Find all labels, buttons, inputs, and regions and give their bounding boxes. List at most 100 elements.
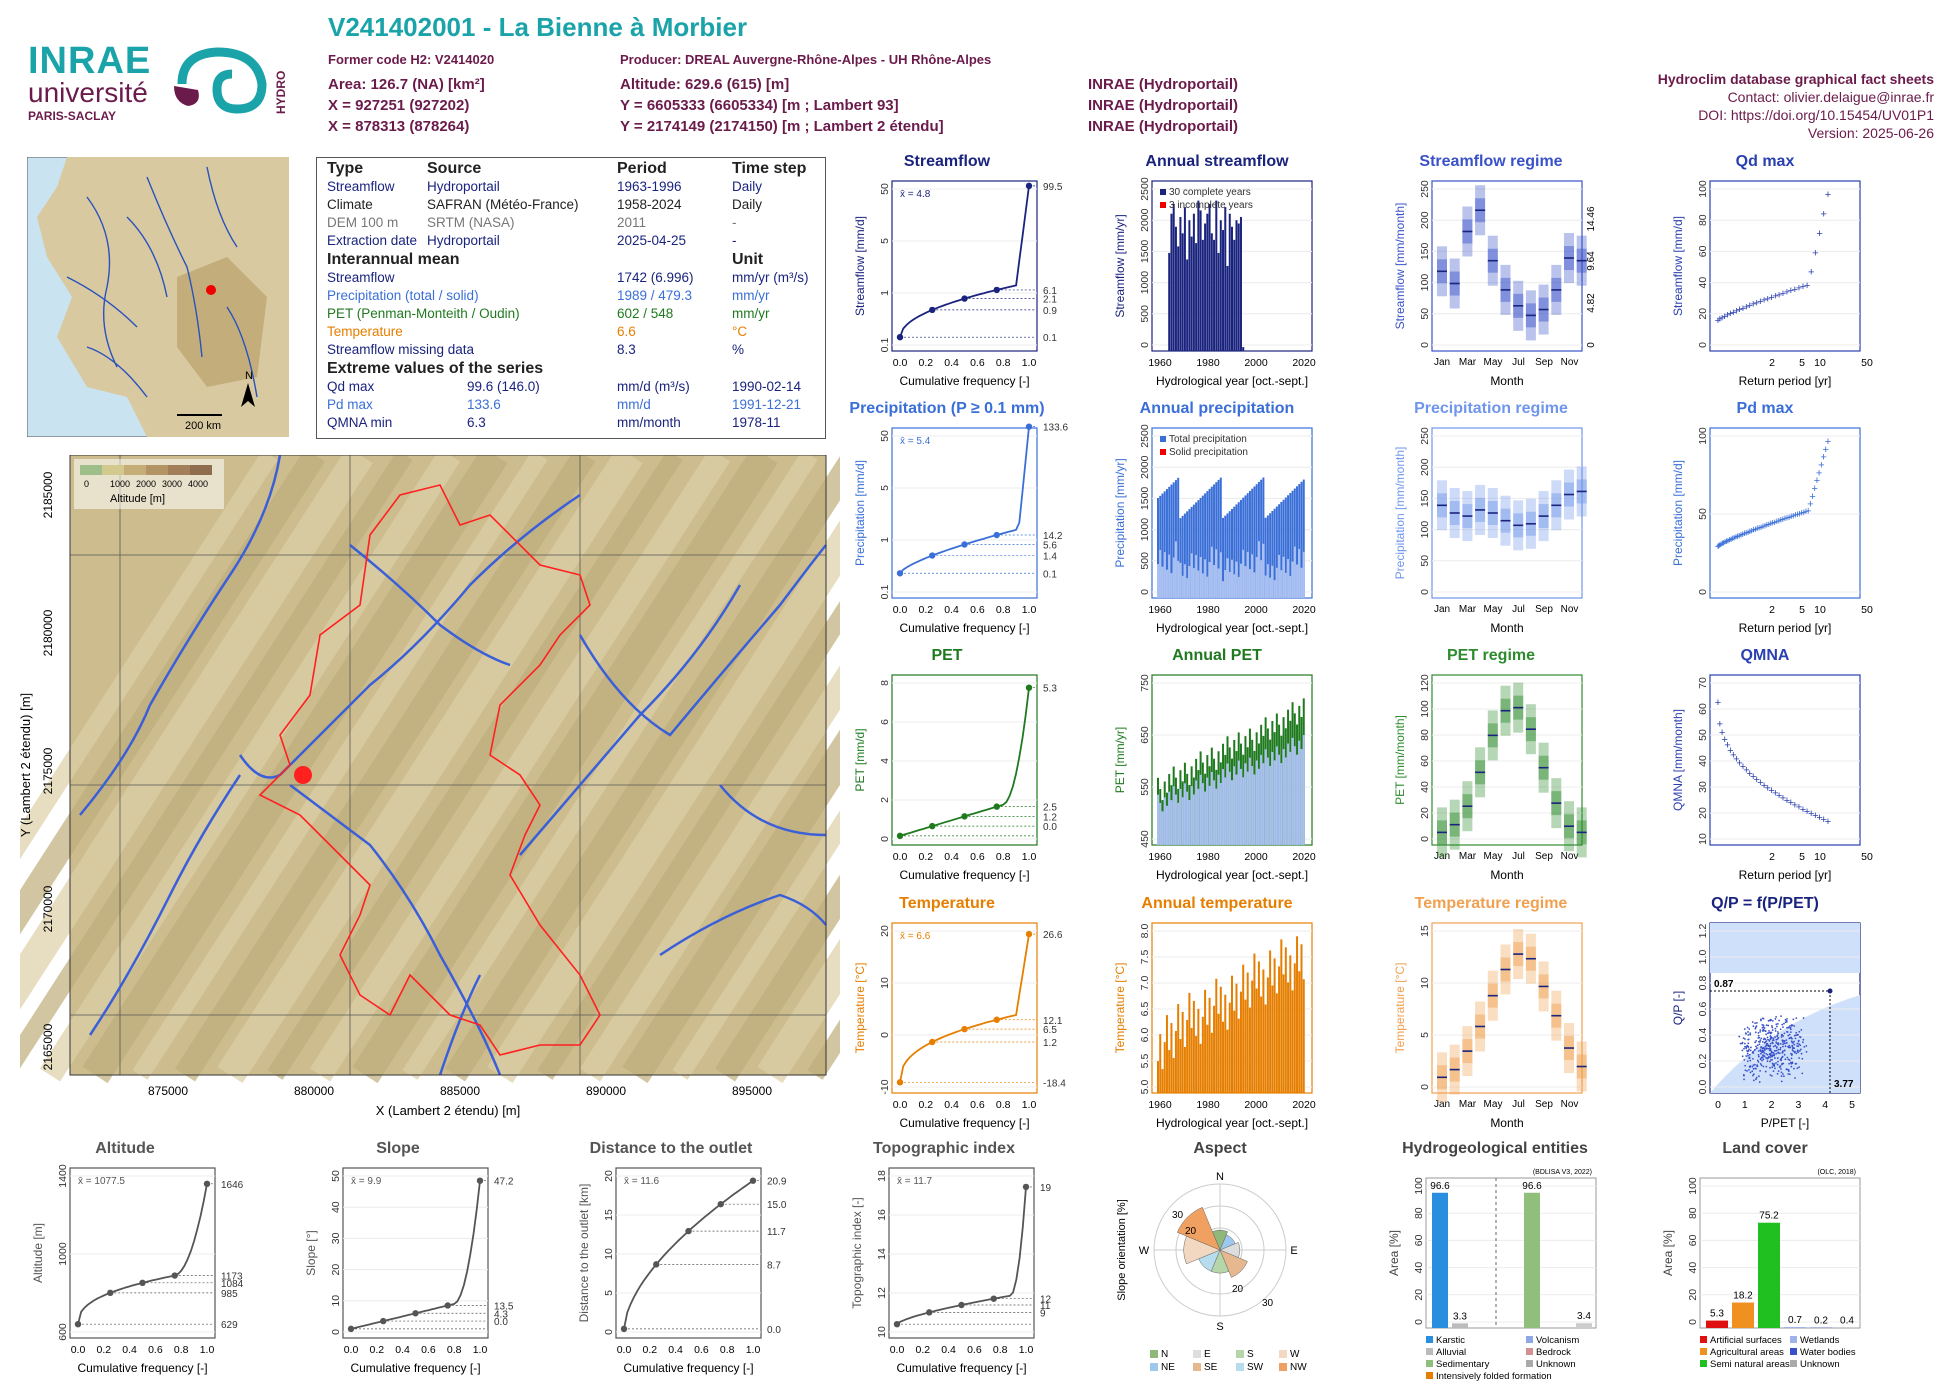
xtick: 0.2 — [96, 1344, 111, 1356]
return-point: + — [1825, 189, 1831, 201]
bar — [1206, 491, 1209, 598]
scatter-point — [1757, 1034, 1760, 1037]
bar — [1190, 506, 1193, 598]
ytick: 100 — [1419, 521, 1431, 539]
terrain-ridge — [672, 810, 840, 1080]
quantile-point — [203, 1180, 211, 1187]
ytick: 1500 — [1139, 240, 1151, 264]
bar — [1190, 236, 1193, 351]
scatter-point — [1749, 1059, 1752, 1062]
legend-swatch — [1279, 1350, 1287, 1358]
ylabel: PET [mm/month] — [1393, 715, 1407, 805]
river — [79, 455, 282, 816]
scatter-point — [1788, 1033, 1791, 1036]
ylabel: Precipitation [mm/month] — [1393, 447, 1407, 580]
legend-label: NE — [1161, 1362, 1175, 1373]
legend-swatch — [1160, 202, 1166, 208]
xlabel: Return period [yr] — [1739, 621, 1832, 635]
bar — [1197, 1008, 1200, 1093]
scatter-point — [1799, 1036, 1801, 1038]
legend-label: SW — [1247, 1362, 1264, 1373]
bar — [1174, 226, 1177, 351]
xtick: 2 — [1769, 604, 1775, 616]
bar — [1275, 993, 1278, 1093]
return-point: + — [1743, 527, 1749, 539]
scatter-point — [1760, 1046, 1763, 1048]
scatter-point — [1752, 1073, 1755, 1076]
xtick: 50 — [1861, 851, 1873, 863]
bar-secondary — [1233, 766, 1236, 845]
scatter-point — [1744, 1064, 1747, 1067]
scatter-point — [1762, 1054, 1764, 1057]
bar — [1269, 950, 1272, 1093]
chart-panel: Annual precipitation 0 500 1000 1500 2000 2500… — [1112, 400, 1322, 635]
scatter-point — [1769, 1032, 1772, 1035]
bar — [1251, 488, 1254, 598]
legend-swatch — [1236, 1363, 1244, 1371]
ytick: 6.5 — [1139, 1002, 1151, 1017]
quantile-label: 0.0 — [1043, 822, 1057, 833]
ytick: 0 — [603, 1329, 615, 1335]
xtick: 2000 — [1244, 357, 1268, 369]
table-section-title: Unit — [732, 251, 764, 268]
bar-secondary — [1206, 576, 1209, 598]
ytick: 100 — [1697, 427, 1709, 445]
scatter-point — [1784, 1058, 1787, 1061]
map-ytick: 2165000 — [41, 1023, 55, 1070]
scatter-point — [1789, 1028, 1792, 1031]
scatter-point — [1750, 1046, 1752, 1049]
bar — [1452, 1323, 1468, 1328]
chart-title: Temperature — [899, 895, 995, 912]
chart-panel: Aspect N E S W 20 30 20 30 Slope orientation [%] N… — [1115, 1140, 1325, 1373]
return-point: + — [1765, 293, 1771, 305]
legend-swatch — [1790, 1360, 1797, 1367]
contact[interactable]: Contact: olivier.delaigue@inrae.fr — [1727, 89, 1934, 105]
bar-secondary — [1190, 553, 1193, 598]
bar — [1215, 978, 1218, 1093]
scatter-point — [1775, 1049, 1778, 1052]
quantile-point — [1025, 423, 1033, 430]
return-point: + — [1790, 510, 1796, 522]
return-point: + — [1764, 520, 1770, 532]
ylabel: Slope orientation [%] — [1116, 1199, 1128, 1301]
scatter-point — [1749, 1071, 1752, 1074]
return-point: + — [1816, 228, 1822, 240]
ytick: 550 — [1139, 778, 1151, 796]
quantile-point — [896, 334, 904, 341]
bar — [1188, 220, 1191, 351]
bar — [1208, 488, 1211, 598]
quantile-point — [347, 1325, 355, 1333]
terrain-ridge — [487, 520, 840, 1084]
scatter-point — [1798, 1049, 1801, 1052]
ytick: 30 — [1697, 781, 1709, 793]
scatter-point — [1752, 1068, 1755, 1070]
xlabel: Cumulative frequency [-] — [899, 374, 1029, 388]
mean-label: x̄ = 4.8 — [900, 189, 931, 200]
ytick: 10 — [603, 1248, 615, 1260]
xtick: 1.0 — [1022, 604, 1037, 616]
scatter-point — [1755, 1025, 1758, 1028]
bar — [1217, 479, 1220, 598]
doi[interactable]: DOI: https://doi.org/10.15454/UV01P1 — [1698, 107, 1934, 123]
xlabel: Cumulative frequency [-] — [896, 1361, 1026, 1375]
scatter-point — [1752, 1025, 1755, 1028]
return-point: + — [1774, 516, 1780, 528]
bar-secondary — [1289, 575, 1292, 598]
bar-secondary — [1195, 780, 1198, 845]
bar-secondary — [1217, 568, 1220, 598]
terrain-ridge — [267, 455, 683, 1080]
return-point: + — [1772, 291, 1778, 303]
scatter-point — [1747, 1031, 1749, 1033]
bar — [1219, 986, 1222, 1093]
scatter-point — [1781, 1055, 1784, 1058]
xtick: Jul — [1512, 357, 1525, 368]
scatter-point — [1755, 1076, 1758, 1079]
bar-secondary — [1291, 561, 1294, 598]
bar-secondary — [1195, 554, 1198, 598]
ytick: 5 — [603, 1290, 615, 1296]
scatter-point — [1757, 1055, 1760, 1058]
scatter-point — [1751, 1065, 1754, 1068]
chart-svg: 0.1 1 5 50 Precipitation [mm/d] 0.0 0.2 0.4 0.6 0… — [853, 423, 1068, 635]
ytick: 100 — [1419, 700, 1431, 718]
xtick: 0.6 — [694, 1344, 709, 1356]
